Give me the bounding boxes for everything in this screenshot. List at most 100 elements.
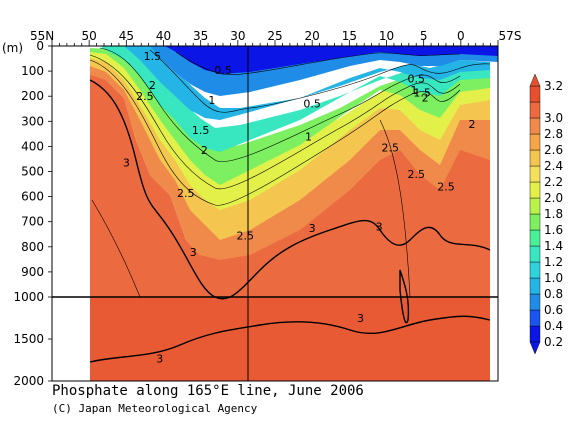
y-tick-label: 900 bbox=[21, 265, 44, 279]
colorbar-label: 2.4 bbox=[544, 159, 563, 173]
contour-line bbox=[91, 199, 141, 298]
contour-label: 2.5 bbox=[237, 230, 255, 243]
contour-line-3 bbox=[89, 315, 491, 363]
contour-label: 1 bbox=[305, 130, 312, 143]
y-tick-label: 2000 bbox=[13, 374, 44, 388]
contour-label: 3 bbox=[376, 221, 383, 234]
colorbar-swatch bbox=[529, 117, 541, 135]
colorbar-swatch bbox=[529, 181, 541, 199]
colorbar-swatch bbox=[529, 325, 541, 343]
colorbar-label: 0.8 bbox=[544, 287, 563, 301]
colorbar-label: 1.6 bbox=[544, 223, 563, 237]
upper-gradient-cyan bbox=[100, 46, 490, 152]
colorbar-swatch bbox=[529, 149, 541, 167]
field-layer bbox=[52, 46, 498, 381]
contour-label: 2 bbox=[422, 91, 429, 104]
colorbar-swatch bbox=[529, 213, 541, 231]
x-tick-label: 10 bbox=[379, 29, 394, 43]
contour-label: 1 bbox=[411, 84, 418, 97]
contour-line-3 bbox=[89, 79, 491, 300]
colorbar-label: 0.4 bbox=[544, 319, 563, 333]
deep-core-region bbox=[90, 297, 490, 381]
contour-line bbox=[99, 47, 461, 162]
contour-label: 2 bbox=[149, 79, 156, 92]
y-tick-label: 0 bbox=[36, 39, 44, 53]
colorbar-label: 3.0 bbox=[544, 111, 563, 125]
colorbar-swatch bbox=[529, 85, 541, 103]
colorbar: 0.2 0.4 0.6 0.8 1.0 1.2 1.4 1.6 1.8 2.0 2.2 2.4 2.6 2… bbox=[529, 73, 563, 355]
contour-label: 3 bbox=[357, 312, 364, 325]
colorbar-label: 1.4 bbox=[544, 239, 563, 253]
x-axis: 55N 57S 50 45 40 35 30 25 20 15 10 5 0 bbox=[30, 29, 521, 46]
contour-label: 0.5 bbox=[407, 73, 425, 86]
contour-label: 1.5 bbox=[413, 86, 431, 99]
depth-unit-label: (m) bbox=[2, 41, 23, 55]
colorbar-label: 1.8 bbox=[544, 207, 563, 221]
contour-label: 2.5 bbox=[177, 187, 195, 200]
colorbar-swatch bbox=[529, 245, 541, 263]
colorbar-label: 2.6 bbox=[544, 143, 563, 157]
colorbar-swatch bbox=[529, 197, 541, 215]
x-tick-label: 5 bbox=[420, 29, 428, 43]
colorbar-label: 1.0 bbox=[544, 271, 563, 285]
colorbar-label: 1.2 bbox=[544, 255, 563, 269]
y-axis: (m) 0 100 200 300 400 500 600 700 800 900 1000 1500… bbox=[2, 39, 52, 388]
colorbar-label: 0.2 bbox=[544, 335, 563, 349]
contour-line bbox=[149, 49, 491, 113]
colorbar-swatch bbox=[529, 293, 541, 311]
y-tick-label: 1000 bbox=[13, 290, 44, 304]
y-tick-label: 1500 bbox=[13, 332, 44, 346]
y-tick-label: 400 bbox=[21, 139, 44, 153]
colorbar-swatch bbox=[529, 261, 541, 279]
y-tick-label: 100 bbox=[21, 64, 44, 78]
plot-area: 1.50.522.5 131.522.532.50.5132.532.52.520… bbox=[2, 29, 521, 388]
y-tick-label: 300 bbox=[21, 114, 44, 128]
contour-label: 3 bbox=[123, 157, 130, 170]
x-tick-label: 45 bbox=[119, 29, 134, 43]
contour-label: 3 bbox=[309, 222, 316, 235]
contour-lines bbox=[89, 47, 491, 363]
contour-line bbox=[379, 119, 411, 298]
colorbar-low-arrow bbox=[529, 341, 541, 355]
colorbar-label: 2.8 bbox=[544, 127, 563, 141]
y-tick-label: 700 bbox=[21, 215, 44, 229]
x-axis-left-label: 55N bbox=[30, 29, 54, 43]
x-tick-label: 50 bbox=[82, 29, 97, 43]
contour-label: 1 bbox=[208, 94, 215, 107]
x-tick-label: 0 bbox=[457, 29, 465, 43]
x-tick-label: 30 bbox=[230, 29, 245, 43]
contour-labels: 1.50.522.5 131.522.532.50.5132.532.52.520… bbox=[123, 50, 476, 366]
x-axis-right-label: 57S bbox=[499, 29, 522, 43]
contour-line bbox=[89, 54, 461, 190]
contour-label: 2 bbox=[468, 118, 475, 131]
colorbar-swatch bbox=[529, 101, 541, 119]
contour-label: 1.5 bbox=[144, 50, 162, 63]
contour-label: 2.5 bbox=[407, 168, 425, 181]
upper-gradient-green bbox=[90, 48, 490, 185]
y-tick-label: 800 bbox=[21, 240, 44, 254]
contour-label: 0.5 bbox=[303, 98, 321, 111]
x-tick-label: 25 bbox=[267, 29, 282, 43]
colorbar-swatch bbox=[529, 277, 541, 295]
contour-line-3 bbox=[399, 269, 410, 324]
contour-line bbox=[175, 51, 461, 75]
contour-line bbox=[89, 59, 461, 206]
x-tick-label: 20 bbox=[305, 29, 320, 43]
y-tick-label: 600 bbox=[21, 190, 44, 204]
colorbar-label: 2.2 bbox=[544, 175, 563, 189]
colorbar-swatch bbox=[529, 133, 541, 151]
contour-label: 3 bbox=[190, 246, 197, 259]
x-tick-label: 40 bbox=[156, 29, 171, 43]
contour-label: 2 bbox=[201, 144, 208, 157]
contour-label: 0.5 bbox=[214, 64, 232, 77]
colorbar-label: 0.6 bbox=[544, 303, 563, 317]
chart-title: Phosphate along 165°E line, June 2006 bbox=[52, 383, 364, 399]
contour-label: 2.5 bbox=[136, 90, 154, 103]
contour-label: 1.5 bbox=[192, 124, 210, 137]
y-tick-label: 500 bbox=[21, 165, 44, 179]
contour-label: 3 bbox=[156, 353, 163, 366]
colorbar-swatch bbox=[529, 229, 541, 247]
colorbar-label: 2.0 bbox=[544, 191, 563, 205]
colorbar-swatch bbox=[529, 165, 541, 183]
